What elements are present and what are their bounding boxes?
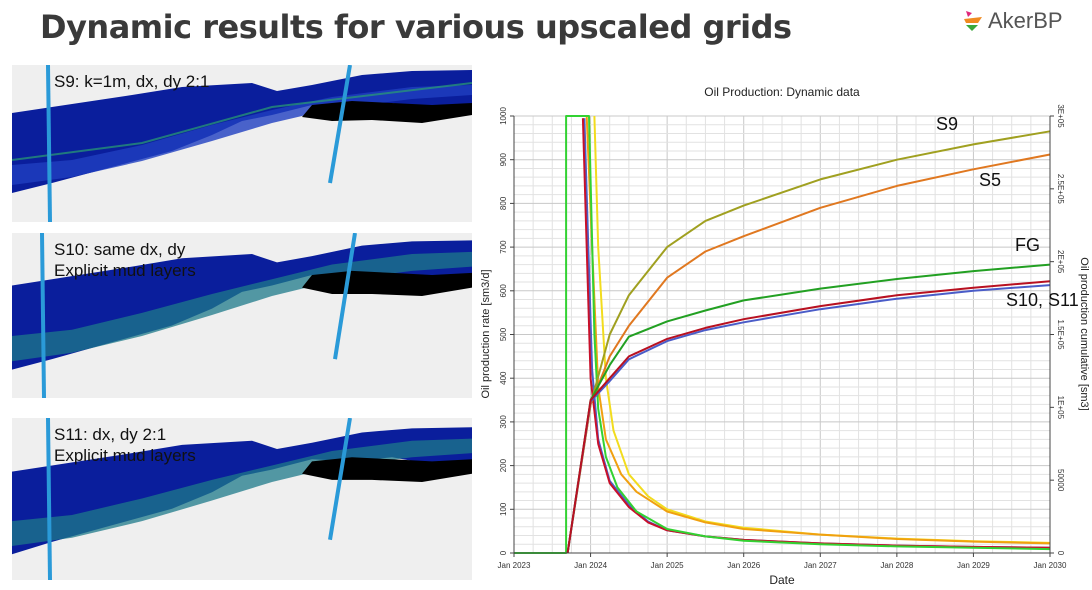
- x-tick-label: Jan 2029: [957, 561, 990, 570]
- panel-label-line: Explicit mud layers: [54, 446, 196, 465]
- y-tick-label: 300: [499, 415, 508, 429]
- chart-series: [514, 115, 1051, 554]
- cumulative-series-line: [566, 280, 1051, 554]
- x-tick-label: Jan 2028: [880, 561, 913, 570]
- y-tick-label: 100: [499, 502, 508, 516]
- oil-production-chart: Jan 2023 Jan 2024 Jan 2025 Jan 2026 Jan 2027…: [480, 85, 1090, 587]
- grid-panel-s10: S10: same dx, dy Explicit mud layers: [12, 233, 472, 398]
- panel-label-line: S9: k=1m, dx, dy 2:1: [54, 72, 210, 91]
- x-axis-label: Date: [769, 573, 795, 587]
- grid-panel-s11: S11: dx, dy 2:1 Explicit mud layers: [12, 418, 472, 580]
- cumulative-series-line: [566, 284, 1051, 554]
- akerbp-logo: AkerBP: [962, 8, 1063, 34]
- x-tick-label: Jan 2027: [804, 561, 837, 570]
- rate-series-line: [514, 115, 1051, 554]
- y2-tick-label: 2E+05: [1056, 250, 1065, 274]
- panel-label-line: S11: dx, dy 2:1: [54, 425, 167, 444]
- y-tick-label: 900: [499, 152, 508, 166]
- well-trajectory: [333, 233, 357, 360]
- well-trajectory: [46, 65, 52, 222]
- panel-label: S11: dx, dy 2:1 Explicit mud layers: [54, 424, 196, 466]
- y2-tick-label: 1.5E+05: [1056, 319, 1065, 350]
- logo-text: AkerBP: [988, 8, 1063, 33]
- x-tick-label: Jan 2023: [498, 561, 531, 570]
- annotation-s5: S5: [979, 170, 1002, 190]
- well-trajectory: [328, 65, 352, 184]
- panel-label-line: Explicit mud layers: [54, 261, 196, 280]
- y-tick-label: 500: [499, 327, 508, 341]
- well-trajectory: [40, 233, 46, 398]
- y2-tick-label: 3E+05: [1056, 104, 1065, 128]
- panel-label-line: S10: same dx, dy: [54, 240, 186, 259]
- y2-axis-label: Oil production cumulative [sm3]: [1078, 257, 1090, 410]
- grid-panel-s9: S9: k=1m, dx, dy 2:1: [12, 65, 472, 222]
- cumulative-series-line: [566, 153, 1051, 554]
- x-tick-label: Jan 2026: [727, 561, 760, 570]
- panel-label: S10: same dx, dy Explicit mud layers: [54, 239, 196, 281]
- annotation-s9: S9: [936, 114, 959, 134]
- well-trajectory: [328, 418, 352, 541]
- well-trajectory: [46, 418, 52, 580]
- panel-label: S9: k=1m, dx, dy 2:1: [54, 71, 209, 92]
- y-axis-label: Oil production rate [sm3/d]: [480, 269, 492, 398]
- annotation-fg: FG: [1015, 235, 1040, 255]
- y2-tick-label: 0: [1056, 551, 1065, 556]
- y-tick-label: 0: [499, 550, 508, 555]
- logo-mark-icon: [964, 11, 982, 31]
- y2-tick-label: 2.5E+05: [1056, 174, 1065, 205]
- y-tick-label: 400: [499, 371, 508, 385]
- y-tick-label: 700: [499, 240, 508, 254]
- reservoir-model-image: [12, 65, 472, 222]
- x-tick-label: Jan 2025: [651, 561, 684, 570]
- y-tick-label: 800: [499, 196, 508, 210]
- x-tick-label: Jan 2024: [574, 561, 607, 570]
- cumulative-series-line: [566, 130, 1051, 554]
- cumulative-series-line: [566, 263, 1051, 554]
- chart-axes: Jan 2023 Jan 2024 Jan 2025 Jan 2026 Jan 2027…: [498, 104, 1067, 570]
- chart-title: Oil Production: Dynamic data: [704, 85, 860, 99]
- slide-title: Dynamic results for various upscaled gri…: [40, 8, 792, 46]
- y2-tick-label: 1E+05: [1056, 396, 1065, 420]
- y2-tick-label: 50000: [1056, 469, 1065, 492]
- x-tick-label: Jan 2030: [1034, 561, 1067, 570]
- y-tick-label: 1000: [499, 107, 508, 125]
- reservoir-model-image: [12, 233, 472, 398]
- y-tick-label: 600: [499, 284, 508, 298]
- reservoir-model-image: [12, 418, 472, 580]
- y-tick-label: 200: [499, 458, 508, 472]
- annotation-s10-s11: S10, S11: [1006, 290, 1079, 310]
